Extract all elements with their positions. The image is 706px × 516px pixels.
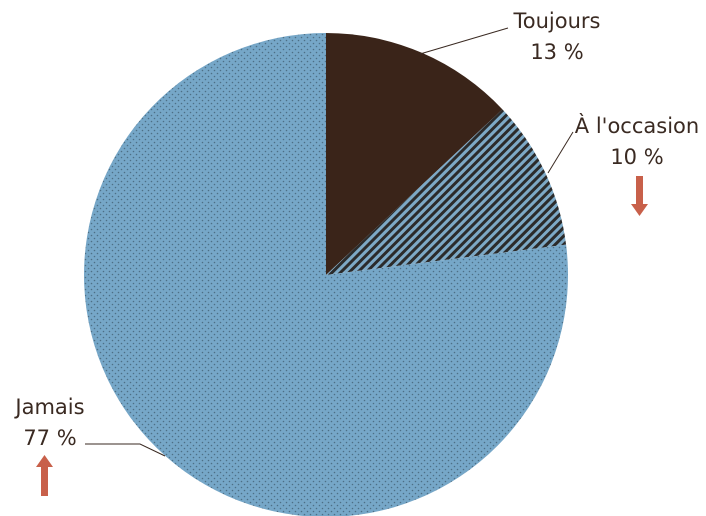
pie-slice-jamais <box>84 33 568 516</box>
slice-label-jamais: Jamais <box>13 395 84 419</box>
slice-value-toujours: 13 % <box>530 40 583 64</box>
arrow-up-icon <box>36 455 53 496</box>
pie-slice-occasion <box>326 109 567 275</box>
slice-value-occasion: 10 % <box>610 145 663 169</box>
pie-slice-toujours <box>326 33 503 275</box>
arrow-down-icon <box>631 176 648 216</box>
leader-line-toujours <box>419 27 509 55</box>
leader-line-jamais <box>85 443 166 457</box>
slice-value-jamais: 77 % <box>23 426 76 450</box>
slice-label-occasion: À l'occasion <box>575 113 699 138</box>
pie-slices <box>84 33 568 516</box>
slice-label-toujours: Toujours <box>513 9 601 33</box>
leader-line-occasion <box>547 131 574 174</box>
